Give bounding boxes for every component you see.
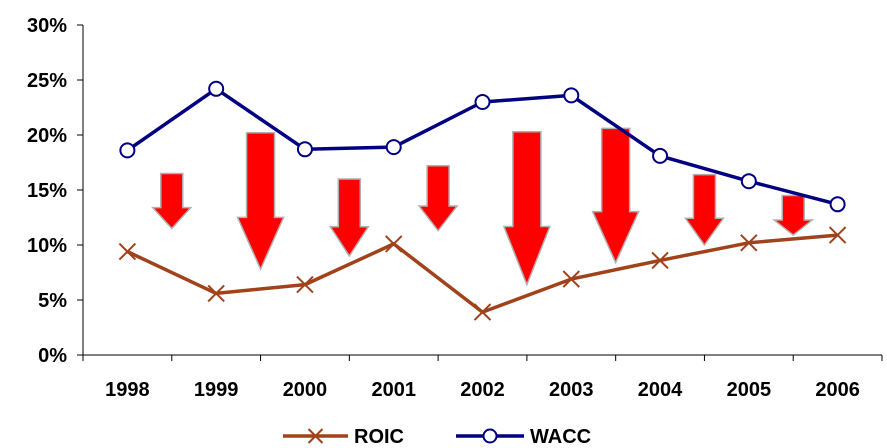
data-point-roic — [296, 275, 314, 294]
down-arrow — [772, 194, 815, 237]
down-arrow — [591, 127, 640, 265]
legend-item-wacc: WACC — [456, 426, 591, 448]
y-tick-label: 20% — [27, 125, 67, 147]
x-tick-label: 2003 — [549, 379, 594, 401]
x-tick-label: 2006 — [815, 379, 860, 401]
down-arrow — [683, 173, 725, 247]
x-tick-label: 2004 — [638, 379, 683, 401]
data-point-roic — [385, 235, 403, 253]
x-tick-label: 2005 — [727, 379, 772, 401]
x-tick-label: 1999 — [194, 379, 239, 401]
legend-label: ROIC — [354, 426, 404, 448]
data-point-wacc — [119, 142, 136, 159]
data-point-wacc — [740, 173, 757, 190]
data-point-wacc — [829, 196, 846, 213]
down-arrow — [151, 172, 193, 230]
data-point-roic — [118, 242, 137, 261]
data-point-roic — [473, 303, 492, 321]
ticks-layer: 0% 5% 10% 15% 20% 25% 30% 1998 1999 2000 2001 2002 2… — [27, 15, 883, 401]
data-point-wacc — [385, 139, 402, 156]
data-point-roic — [207, 284, 225, 303]
axes-layer — [82, 25, 882, 356]
y-tick-label: 30% — [27, 15, 67, 37]
data-point-roic — [562, 270, 580, 288]
arrows-layer — [151, 127, 815, 287]
data-point-wacc — [563, 87, 580, 104]
y-tick-label: 15% — [27, 180, 67, 202]
data-point-wacc — [474, 94, 491, 110]
legend-label: WACC — [530, 426, 591, 448]
legend-marker — [482, 428, 498, 444]
x-tick-label: 2000 — [283, 379, 328, 401]
data-point-wacc — [652, 147, 669, 164]
legend-marker — [307, 428, 324, 444]
data-point-roic — [740, 234, 758, 252]
down-arrow — [502, 130, 551, 287]
down-arrow — [417, 165, 459, 232]
down-arrow — [328, 178, 370, 258]
data-point-roic — [828, 226, 847, 244]
x-tick-label: 2002 — [460, 379, 505, 401]
series-layer — [118, 80, 847, 321]
y-tick-label: 0% — [38, 345, 67, 367]
x-tick-label: 2001 — [371, 379, 416, 401]
y-tick-label: 10% — [27, 235, 67, 257]
data-point-roic — [651, 251, 669, 270]
legend: ROIC WACC — [283, 426, 591, 448]
y-tick-label: 25% — [27, 70, 67, 92]
data-point-wacc — [296, 141, 313, 158]
series-line-roic — [126, 233, 838, 314]
down-arrow — [236, 132, 285, 272]
x-tick-label: 1998 — [105, 379, 150, 401]
data-point-wacc — [208, 80, 225, 97]
legend-item-roic: ROIC — [283, 426, 404, 448]
y-tick-label: 5% — [38, 290, 67, 312]
